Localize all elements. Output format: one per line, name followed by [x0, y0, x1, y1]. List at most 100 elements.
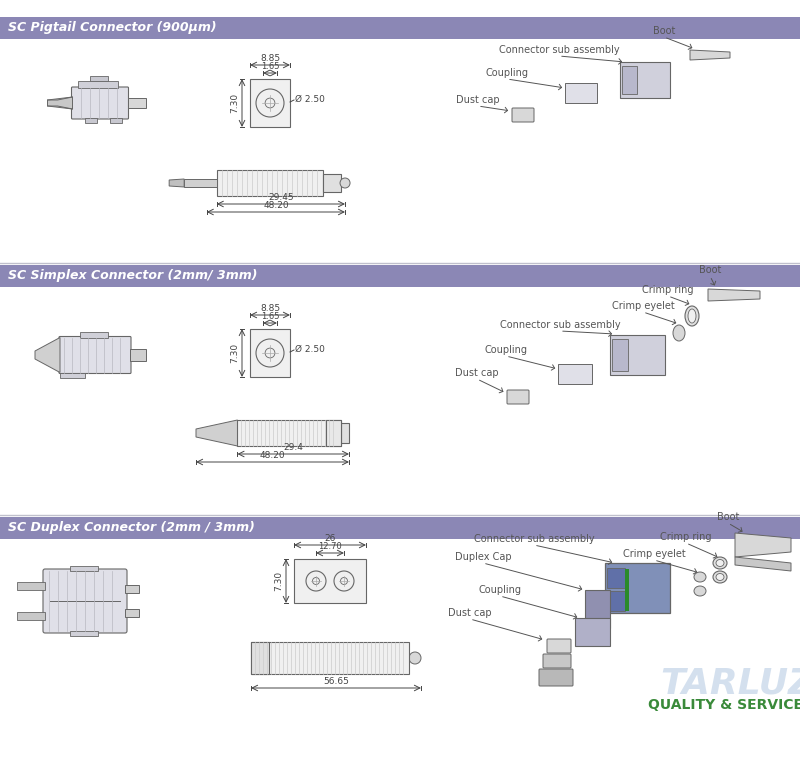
Bar — [610, 335, 665, 375]
Bar — [17, 582, 45, 590]
FancyBboxPatch shape — [543, 654, 571, 668]
Circle shape — [340, 178, 350, 188]
Text: 56.65: 56.65 — [323, 677, 349, 686]
Bar — [125, 585, 139, 593]
Bar — [607, 568, 625, 588]
Text: 1.65: 1.65 — [261, 62, 279, 71]
Bar — [78, 81, 118, 88]
Ellipse shape — [716, 560, 724, 567]
Bar — [622, 66, 637, 94]
Text: Boot: Boot — [699, 265, 721, 275]
Bar — [565, 83, 597, 103]
Text: 48.20: 48.20 — [263, 201, 289, 210]
Text: SC Duplex Connector (2mm / 3mm): SC Duplex Connector (2mm / 3mm) — [8, 522, 255, 534]
Text: QUALITY & SERVICE: QUALITY & SERVICE — [648, 698, 800, 712]
Text: Ø 2.50: Ø 2.50 — [295, 94, 325, 104]
Text: Coupling: Coupling — [478, 585, 522, 595]
Bar — [0, 17, 800, 39]
Bar — [125, 609, 139, 617]
Polygon shape — [196, 420, 238, 446]
Text: 8.85: 8.85 — [260, 54, 280, 63]
Bar — [217, 170, 323, 196]
Bar — [130, 349, 146, 361]
Text: Connector sub assembly: Connector sub assembly — [474, 534, 594, 544]
Bar — [90, 76, 108, 81]
FancyBboxPatch shape — [43, 569, 127, 633]
Bar — [250, 329, 290, 377]
Text: Connector sub assembly: Connector sub assembly — [498, 45, 619, 55]
Text: SC Pigtail Connector (900μm): SC Pigtail Connector (900μm) — [8, 22, 217, 35]
Bar — [326, 420, 341, 446]
FancyBboxPatch shape — [59, 336, 131, 373]
Bar — [70, 566, 98, 571]
Polygon shape — [735, 557, 791, 571]
Text: Ø 2.50: Ø 2.50 — [295, 345, 325, 353]
Ellipse shape — [694, 586, 706, 596]
Bar — [605, 563, 670, 613]
Text: 12.70: 12.70 — [318, 542, 342, 551]
Text: Crimp ring: Crimp ring — [642, 285, 694, 295]
Ellipse shape — [694, 572, 706, 582]
Bar — [110, 118, 122, 123]
Text: 7.30: 7.30 — [230, 343, 239, 363]
Text: 7.30: 7.30 — [274, 571, 283, 591]
Bar — [575, 618, 610, 646]
Bar — [0, 517, 800, 539]
Ellipse shape — [713, 557, 727, 569]
Text: 8.85: 8.85 — [260, 304, 280, 313]
Text: Boot: Boot — [717, 512, 739, 522]
Circle shape — [409, 652, 421, 664]
Text: Crimp eyelet: Crimp eyelet — [622, 549, 686, 559]
Polygon shape — [169, 179, 184, 187]
FancyBboxPatch shape — [539, 669, 573, 686]
Bar — [250, 79, 290, 127]
Bar — [323, 174, 341, 192]
Bar — [85, 118, 97, 123]
Text: Crimp eyelet: Crimp eyelet — [612, 301, 674, 311]
Bar — [607, 591, 625, 611]
FancyBboxPatch shape — [547, 639, 571, 653]
Bar — [60, 373, 85, 377]
FancyBboxPatch shape — [507, 390, 529, 404]
Polygon shape — [47, 97, 73, 109]
Bar — [341, 423, 349, 443]
Ellipse shape — [688, 309, 696, 323]
Text: Coupling: Coupling — [486, 68, 529, 78]
Text: 26: 26 — [324, 534, 336, 543]
Text: Dust cap: Dust cap — [448, 608, 492, 618]
Bar — [625, 569, 629, 611]
Text: Dust cap: Dust cap — [455, 368, 499, 378]
Bar — [251, 642, 269, 674]
Bar — [294, 559, 366, 603]
Ellipse shape — [685, 306, 699, 326]
Bar — [0, 265, 800, 287]
Text: Duplex Cap: Duplex Cap — [454, 552, 511, 562]
Text: Coupling: Coupling — [485, 345, 527, 355]
Polygon shape — [708, 289, 760, 301]
Text: Dust cap: Dust cap — [456, 95, 500, 105]
Bar — [70, 631, 98, 636]
Polygon shape — [735, 533, 791, 557]
Text: Boot: Boot — [653, 26, 675, 36]
Polygon shape — [35, 338, 60, 373]
Ellipse shape — [713, 571, 727, 583]
Text: SC Simplex Connector (2mm/ 3mm): SC Simplex Connector (2mm/ 3mm) — [8, 270, 258, 282]
Bar — [612, 339, 628, 371]
FancyBboxPatch shape — [512, 108, 534, 122]
Bar — [558, 364, 592, 384]
Text: 29.4: 29.4 — [283, 443, 303, 452]
Text: 48.20: 48.20 — [260, 451, 286, 460]
Ellipse shape — [673, 325, 685, 341]
Bar — [238, 420, 341, 446]
Bar — [184, 179, 217, 187]
Text: 1.65: 1.65 — [261, 312, 279, 321]
FancyBboxPatch shape — [71, 87, 129, 119]
Polygon shape — [690, 50, 730, 60]
Bar — [80, 332, 108, 338]
Ellipse shape — [716, 574, 724, 581]
Bar — [585, 590, 610, 628]
Text: Crimp ring: Crimp ring — [660, 532, 712, 542]
Bar — [17, 612, 45, 620]
Bar — [127, 98, 146, 108]
Text: TARLUZ: TARLUZ — [660, 666, 800, 700]
